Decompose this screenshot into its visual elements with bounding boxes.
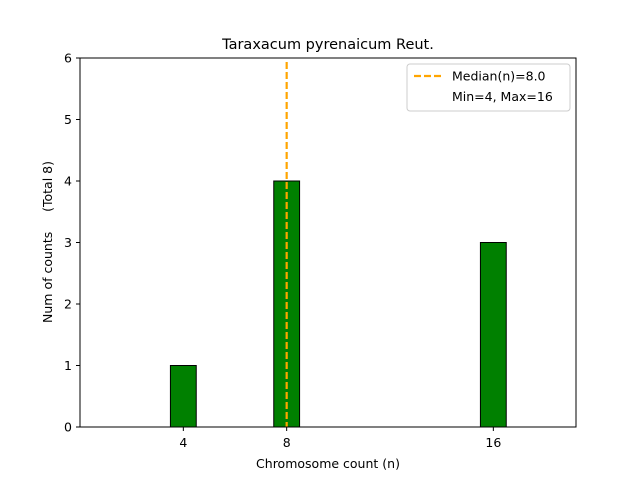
y-tick-label: 4: [64, 174, 72, 189]
x-axis-label: Chromosome count (n): [256, 456, 400, 471]
chart-title: Taraxacum pyrenaicum Reut.: [221, 37, 434, 53]
legend-entry-minmax: Min=4, Max=16: [452, 89, 553, 104]
y-tick-label: 2: [64, 297, 72, 312]
y-tick-label: 5: [64, 112, 72, 127]
x-tick-label: 4: [179, 435, 187, 450]
y-tick-label: 3: [64, 235, 72, 250]
x-axis-ticks: 4 8 16: [179, 427, 501, 450]
y-tick-label: 6: [64, 51, 72, 66]
legend: Median(n)=8.0 Min=4, Max=16: [406, 63, 571, 112]
bar-16: [479, 242, 507, 428]
y-tick-label: 1: [64, 358, 72, 373]
legend-entry-median: Median(n)=8.0: [452, 69, 546, 84]
y-axis-ticks: 0 1 2 3 4 5 6: [64, 51, 80, 435]
x-tick-label: 8: [283, 435, 291, 450]
legend-box: [406, 63, 571, 112]
y-tick-label: 0: [64, 420, 72, 435]
bar-4: [169, 365, 197, 428]
x-tick-label: 16: [485, 435, 501, 450]
y-axis-label: Num of counts (Total 8): [40, 161, 55, 323]
